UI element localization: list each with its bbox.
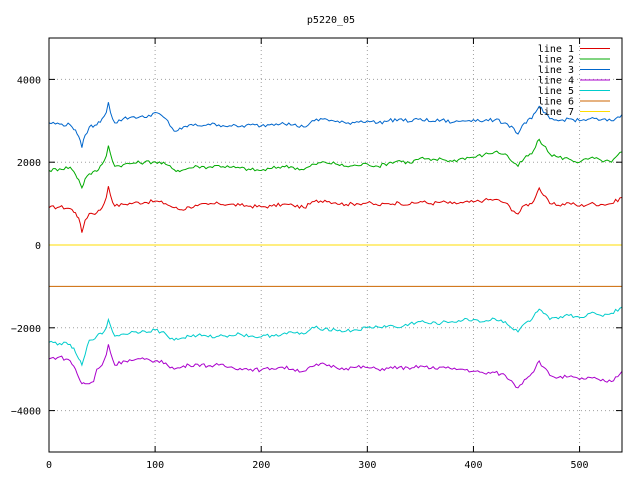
y-tick-label: 0 [35, 241, 41, 252]
x-tick-label: 100 [146, 460, 164, 471]
axis-ticks: 0 100 200 300 400 500 −4000 −2000 0 2000 4000 [11, 38, 622, 471]
x-tick-label: 500 [571, 460, 589, 471]
x-tick-label: 200 [252, 460, 270, 471]
x-tick-label: 0 [46, 460, 52, 471]
y-tick-label: 4000 [17, 75, 41, 86]
plot-frame [48, 37, 623, 453]
legend-label: line 7 [538, 107, 574, 118]
legend-label: line 5 [538, 86, 574, 97]
series-line-3 [48, 102, 623, 148]
series-lines [48, 102, 623, 389]
x-tick-label: 300 [358, 460, 376, 471]
chart-title: p5220_05 [307, 15, 355, 26]
legend-label: line 3 [538, 65, 574, 76]
legend-label: line 1 [538, 44, 574, 55]
series-line-2 [48, 138, 623, 190]
series-line-1 [48, 186, 623, 233]
grid-lines [49, 38, 622, 452]
x-tick-label: 400 [464, 460, 482, 471]
series-line-5 [48, 306, 623, 367]
y-tick-label: −4000 [11, 407, 41, 418]
series-line-4 [48, 344, 623, 389]
y-tick-label: −2000 [11, 324, 41, 335]
legend-label: line 6 [538, 97, 574, 108]
legend-label: line 2 [538, 55, 574, 66]
y-tick-label: 2000 [17, 158, 41, 169]
legend-label: line 4 [538, 76, 574, 87]
